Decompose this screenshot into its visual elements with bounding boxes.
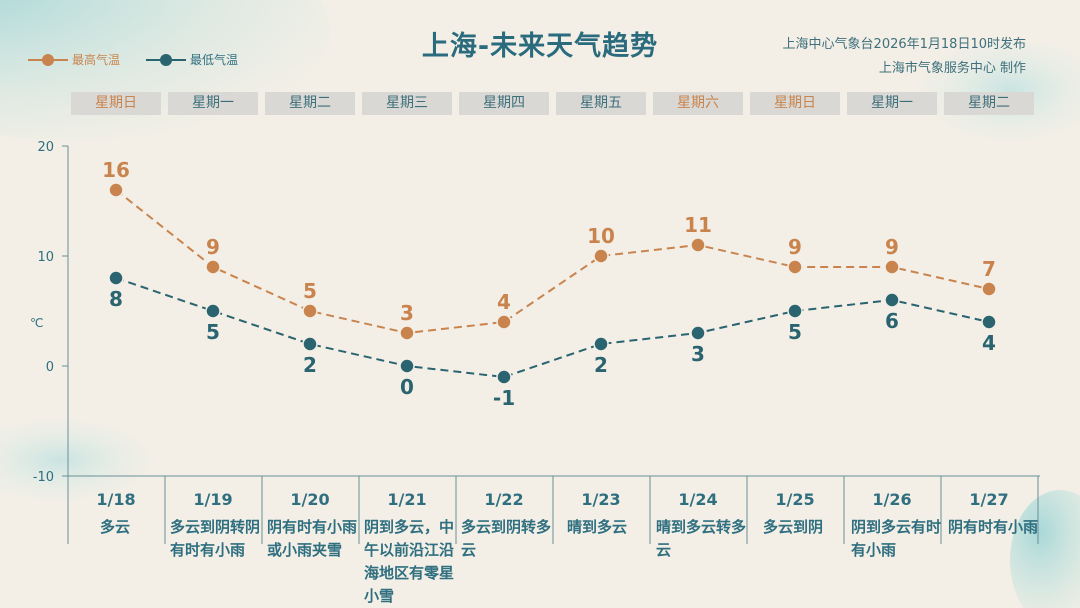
- weekday-cell: 星期日: [750, 92, 840, 115]
- weekday-cell: 星期五: [556, 92, 646, 115]
- condition-text: 阴有时有小雨: [948, 518, 1039, 536]
- high-temp-label: 9: [885, 235, 899, 259]
- high-temp-point: [787, 259, 803, 275]
- weekday-cell: 星期日: [71, 92, 161, 115]
- condition-text: 晴到多云转多云: [656, 518, 747, 559]
- low-temp-point: [884, 292, 900, 308]
- high-temp-point: [108, 182, 124, 198]
- date-label: 1/21: [387, 490, 427, 509]
- low-temp-point: [593, 336, 609, 352]
- low-temp-point: [787, 303, 803, 319]
- low-temp-point: [205, 303, 221, 319]
- producer-line: 上海市气象服务中心 制作: [878, 61, 1026, 76]
- y-axis-label: ℃: [30, 316, 43, 330]
- low-temp-point: [496, 369, 512, 385]
- high-temp-label: 9: [206, 235, 220, 259]
- high-temp-point: [399, 325, 415, 341]
- date-label: 1/22: [484, 490, 524, 509]
- weekday-cell: 星期一: [847, 92, 937, 115]
- low-temp-point: [108, 270, 124, 286]
- high-temp-label: 16: [102, 158, 130, 182]
- date-label: 1/20: [290, 490, 330, 509]
- condition-text: 阴有时有小雨或小雨夹雪: [267, 518, 358, 559]
- high-temp-point: [690, 237, 706, 253]
- date-label: 1/18: [96, 490, 136, 509]
- weekday-cell: 星期三: [362, 92, 452, 115]
- legend-high: 最高气温: [28, 51, 120, 68]
- high-temp-point: [593, 248, 609, 264]
- date-label: 1/25: [775, 490, 815, 509]
- issuer-line: 上海中心气象台2026年1月18日10时发布: [782, 37, 1026, 52]
- low-temp-label: 5: [206, 320, 220, 344]
- weekday-cell: 星期一: [168, 92, 258, 115]
- y-tick-label: -10: [33, 470, 54, 485]
- condition-text: 多云到阴转多云: [461, 518, 552, 559]
- low-temp-point: [302, 336, 318, 352]
- condition-text: 阴到多云有时有小雨: [851, 518, 942, 559]
- low-temp-label: 5: [788, 320, 802, 344]
- legend-high-label: 最高气温: [72, 53, 121, 67]
- high-temp-point: [981, 281, 997, 297]
- low-temp-label: 8: [109, 287, 123, 311]
- weekday-cell: 星期二: [944, 92, 1034, 115]
- date-label: 1/23: [581, 490, 621, 509]
- page-title: 上海-未来天气趋势: [421, 31, 659, 62]
- condition-text: 阴到多云，中午以前沿江沿海地区有零星小雪: [364, 518, 455, 605]
- condition-text: 多云到阴: [763, 518, 824, 536]
- high-temp-point: [884, 259, 900, 275]
- low-temp-point: [981, 314, 997, 330]
- high-temp-label: 4: [497, 290, 511, 314]
- high-temp-label: 3: [400, 301, 414, 325]
- condition-text: 多云到阴转阴有时有小雨: [170, 518, 261, 559]
- legend-high-swatch-icon: [28, 53, 68, 67]
- y-tick-label: 0: [46, 360, 54, 375]
- low-temp-label: 0: [400, 375, 414, 399]
- legend-low-swatch-icon: [146, 53, 186, 67]
- low-temp-line: [115, 277, 990, 379]
- low-temp-label: 3: [691, 342, 705, 366]
- condition-text: 多云: [100, 518, 131, 536]
- low-temp-point: [399, 358, 415, 374]
- high-temp-point: [302, 303, 318, 319]
- low-temp-label: 2: [594, 353, 608, 377]
- y-tick-label: 10: [37, 250, 54, 265]
- high-temp-label: 9: [788, 235, 802, 259]
- high-temp-point: [205, 259, 221, 275]
- legend-low: 最低气温: [146, 51, 238, 68]
- date-label: 1/27: [969, 490, 1009, 509]
- weekday-cell: 星期六: [653, 92, 743, 115]
- condition-text: 晴到多云: [567, 518, 628, 536]
- weekday-cell: 星期四: [459, 92, 549, 115]
- high-temp-line: [115, 189, 990, 335]
- high-temp-label: 11: [684, 213, 712, 237]
- legend-low-label: 最低气温: [190, 53, 239, 67]
- low-temp-label: -1: [493, 386, 515, 410]
- low-temp-label: 2: [303, 353, 317, 377]
- date-label: 1/26: [872, 490, 912, 509]
- low-temp-point: [690, 325, 706, 341]
- y-tick-label: 20: [37, 140, 54, 155]
- high-temp-point: [496, 314, 512, 330]
- date-label: 1/24: [678, 490, 718, 509]
- weekday-cell: 星期二: [265, 92, 355, 115]
- high-temp-label: 5: [303, 279, 317, 303]
- low-temp-label: 4: [982, 331, 996, 355]
- date-label: 1/19: [193, 490, 233, 509]
- low-temp-label: 6: [885, 309, 899, 333]
- high-temp-label: 7: [982, 257, 996, 281]
- high-temp-label: 10: [587, 224, 615, 248]
